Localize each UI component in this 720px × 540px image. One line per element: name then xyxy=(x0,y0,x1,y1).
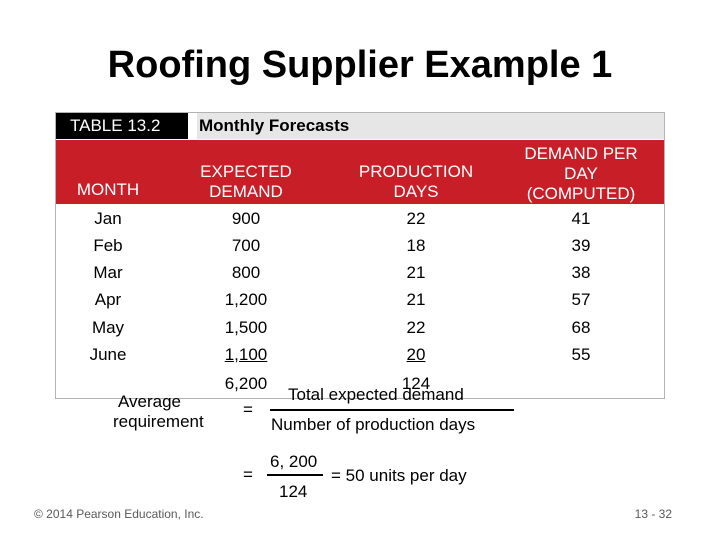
cell-per-day: 39 xyxy=(571,236,591,255)
result-text: = 50 units per day xyxy=(331,466,467,485)
header-production-days-line: PRODUCTION xyxy=(358,162,474,181)
header-expected-demand-line: DEMAND xyxy=(209,182,283,201)
requirement-label: requirement xyxy=(113,412,204,431)
total-days: 124 xyxy=(401,374,431,393)
cell-month: May xyxy=(91,318,125,337)
cell-month: Feb xyxy=(93,236,123,255)
formula-denominator: Number of production days xyxy=(271,415,476,434)
header-production-days: PRODUCTION DAYS xyxy=(340,162,492,202)
total-demand: 6,200 xyxy=(224,374,268,393)
slide-title: Roofing Supplier Example 1 xyxy=(107,44,613,86)
header-demand-per-day-line: DEMAND PER xyxy=(524,144,638,163)
cell-per-day: 55 xyxy=(571,345,591,364)
cell-per-day: 68 xyxy=(571,318,591,337)
cell-month: Jan xyxy=(94,209,122,228)
cell-days-underlined: 20 xyxy=(406,345,426,364)
cell-days: 22 xyxy=(406,318,426,337)
formula-numerator: Total expected demand xyxy=(288,385,464,404)
cell-days: 18 xyxy=(406,236,426,255)
cell-per-day: 57 xyxy=(571,290,591,309)
slide-number: 13 - 32 xyxy=(634,507,672,521)
cell-demand: 700 xyxy=(231,236,261,255)
copyright-footer: © 2014 Pearson Education, Inc. xyxy=(34,507,204,521)
equals-sign: = xyxy=(243,465,253,484)
header-production-days-line: DAYS xyxy=(393,182,439,201)
cell-demand: 1,200 xyxy=(224,290,268,309)
cell-days: 22 xyxy=(406,209,426,228)
header-demand-per-day-line: (COMPUTED) xyxy=(526,184,636,203)
cell-demand: 1,100 xyxy=(160,343,332,367)
cell-demand: 800 xyxy=(231,263,261,282)
cell-days: 21 xyxy=(406,290,426,309)
fraction-bar xyxy=(270,409,514,411)
header-expected-demand: EXPECTED DEMAND xyxy=(160,162,332,202)
header-demand-per-day: DEMAND PER DAY (COMPUTED) xyxy=(500,144,662,204)
cell-per-day: 38 xyxy=(571,263,591,282)
header-expected-demand-line: EXPECTED xyxy=(200,162,292,181)
equals-sign: = xyxy=(243,400,253,419)
cell-demand: 1,500 xyxy=(224,318,268,337)
cell-days: 20 xyxy=(340,343,492,367)
cell-per-day: 41 xyxy=(571,209,591,228)
average-label: Average xyxy=(118,392,182,411)
cell-month: Apr xyxy=(94,290,122,309)
cell-month: June xyxy=(89,345,127,364)
example-numerator: 6, 200 xyxy=(270,452,318,471)
header-demand-per-day-line: DAY xyxy=(564,164,598,183)
table-caption: Monthly Forecasts xyxy=(197,113,664,139)
fraction-bar xyxy=(267,474,323,476)
table-header-row xyxy=(56,140,664,204)
cell-days: 21 xyxy=(406,263,426,282)
header-month: MONTH xyxy=(76,180,140,199)
table-number-label: TABLE 13.2 xyxy=(56,113,188,139)
cell-demand: 900 xyxy=(231,209,261,228)
example-denominator: 124 xyxy=(279,482,308,501)
cell-month: Mar xyxy=(93,263,123,282)
table-frame xyxy=(55,112,665,399)
cell-demand-underlined: 1,100 xyxy=(224,345,268,364)
